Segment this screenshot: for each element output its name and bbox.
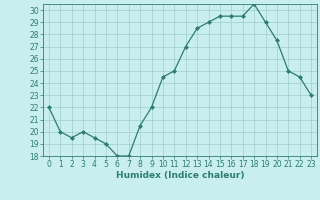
X-axis label: Humidex (Indice chaleur): Humidex (Indice chaleur) [116,171,244,180]
